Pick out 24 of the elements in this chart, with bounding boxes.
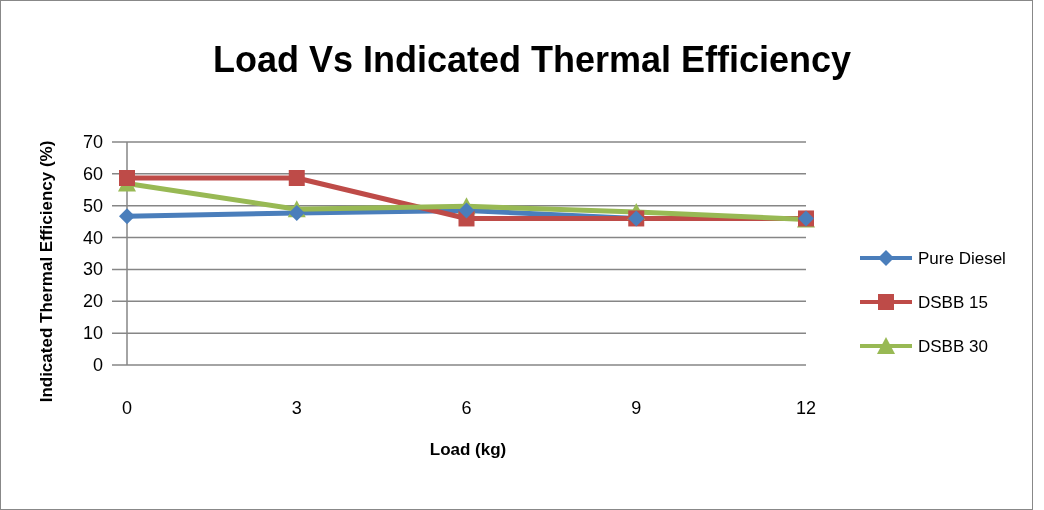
x-tick-label: 9	[631, 398, 642, 418]
y-tick-label: 20	[82, 291, 103, 312]
y-tick-label: 30	[82, 259, 103, 280]
point	[119, 208, 135, 225]
x-tick-label: 6	[461, 398, 472, 418]
chart-title: Load Vs Indicated Thermal Efficiency	[212, 39, 852, 80]
x-tick-label: 12	[795, 398, 817, 418]
point	[458, 202, 475, 219]
point	[288, 170, 305, 186]
y-tick-label: 40	[82, 227, 103, 248]
y-tick-label: 70	[82, 132, 103, 152]
y-tick-label: 0	[92, 355, 103, 375]
y-tick-label: 50	[82, 195, 103, 216]
legend-label: DSBB 30	[918, 337, 988, 356]
x-tick-label: 0	[121, 398, 133, 418]
legend-label: Pure Diesel	[918, 249, 1006, 268]
legend-label: DSBB 15	[918, 293, 988, 312]
y-tick-label: 60	[82, 163, 103, 184]
point	[119, 170, 135, 186]
x-tick-label: 3	[291, 398, 302, 418]
x-axis-title: Load (kg)	[429, 440, 507, 459]
y-axis-title: Indicated Thermal Efficiency (%)	[37, 140, 56, 403]
point	[288, 205, 305, 222]
y-tick-label: 10	[82, 323, 103, 344]
